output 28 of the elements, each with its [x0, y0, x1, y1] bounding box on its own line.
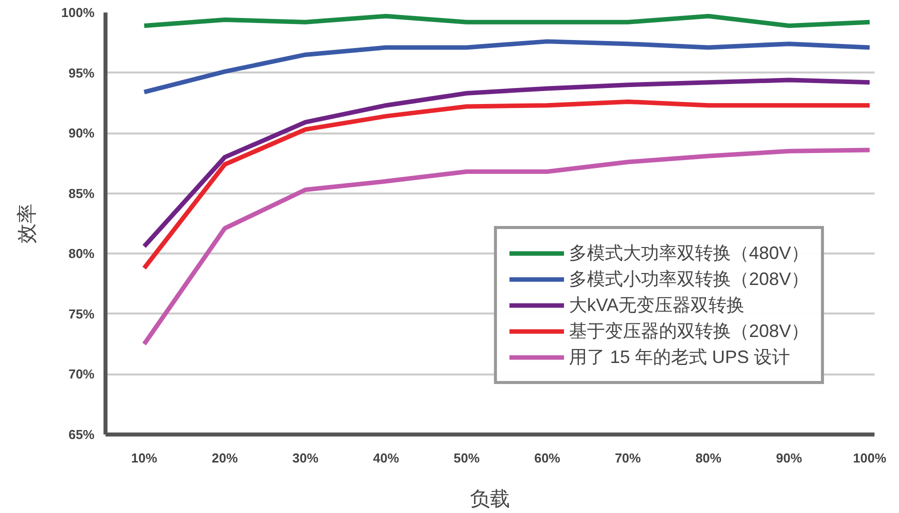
y-tick-label: 85%	[68, 186, 95, 201]
y-tick-label: 95%	[68, 65, 95, 80]
legend-label: 基于变压器的双转换（208V）	[568, 320, 809, 343]
y-tick-label: 80%	[68, 246, 95, 262]
x-tick-label: 80%	[695, 450, 722, 466]
y-tick-label: 65%	[68, 427, 95, 442]
y-tick-label: 90%	[68, 126, 95, 141]
legend-label: 多模式大功率双转换（480V）	[568, 242, 809, 265]
legend-label: 用了 15 年的老式 UPS 设计	[568, 346, 790, 369]
x-tick-label: 10%	[131, 450, 158, 466]
x-tick-label: 30%	[292, 450, 319, 466]
x-tick-label: 100%	[853, 450, 887, 466]
legend-label: 大kVA无变压器双转换	[568, 294, 745, 317]
y-axis-title: 效率	[16, 204, 38, 244]
x-tick-label: 90%	[776, 450, 803, 466]
line-series	[142, 99, 872, 270]
y-tick-label: 100%	[61, 5, 95, 20]
x-tick-label: 40%	[373, 450, 400, 466]
line-series	[142, 148, 872, 346]
x-tick-label: 20%	[212, 450, 238, 466]
legend-label: 多模式小功率双转换（208V）	[568, 268, 809, 291]
x-axis-title: 负载	[470, 488, 510, 510]
x-tick-label: 50%	[454, 450, 480, 466]
y-tick-label: 75%	[68, 306, 95, 322]
y-tick-label: 70%	[68, 366, 95, 382]
x-tick-label: 60%	[534, 450, 561, 466]
x-tick-label: 70%	[614, 450, 642, 466]
line-series	[142, 39, 872, 94]
